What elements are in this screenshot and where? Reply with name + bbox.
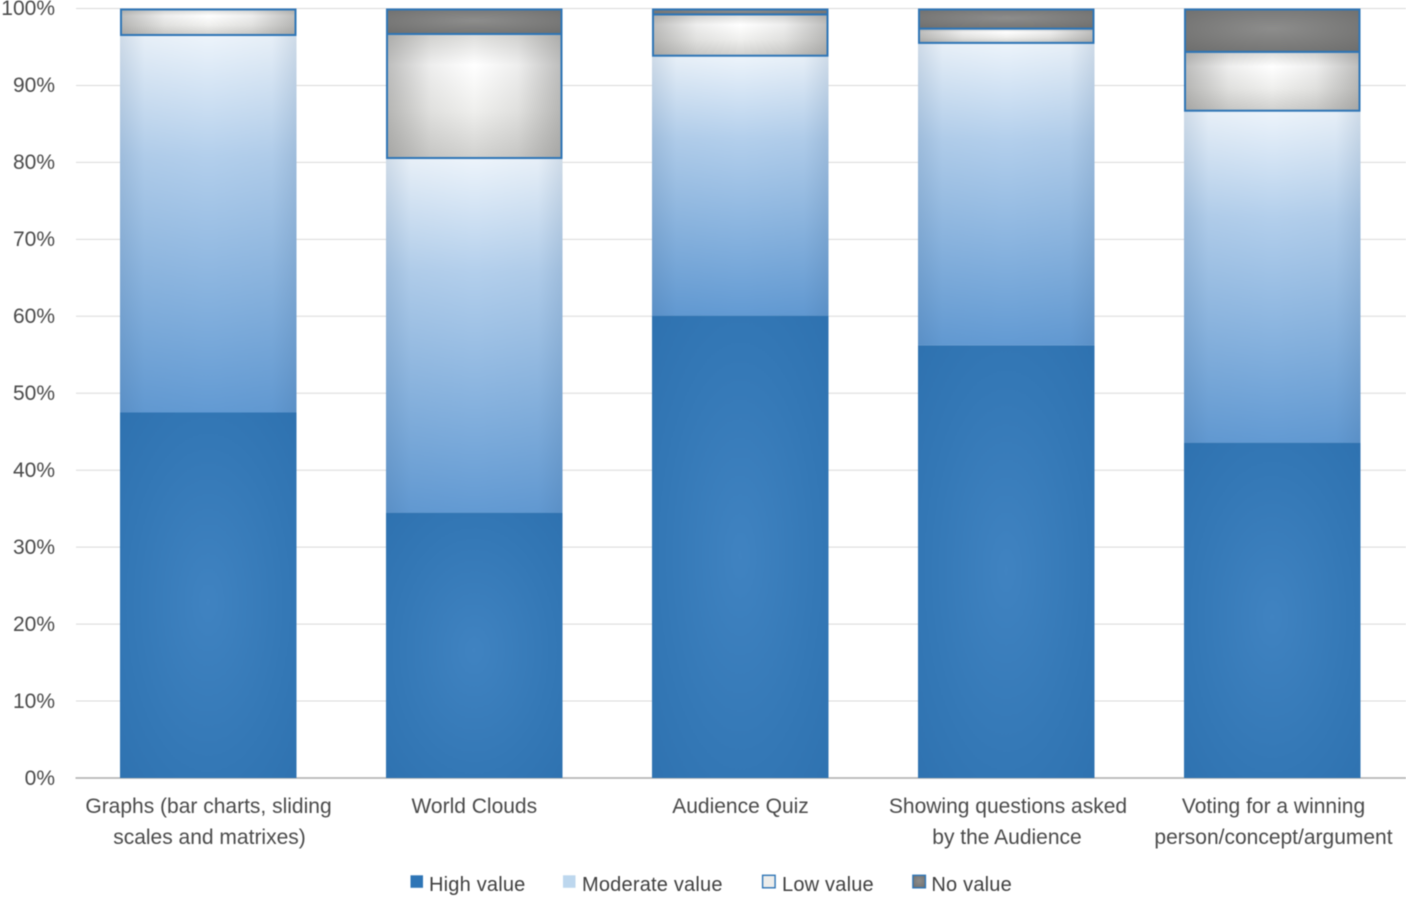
svg-text:50%: 50% [13,382,55,405]
svg-text:High value: High value [429,874,526,896]
svg-text:World Clouds: World Clouds [411,795,537,818]
svg-text:20%: 20% [13,613,55,636]
svg-text:by the Audience: by the Audience [932,826,1081,849]
svg-text:0%: 0% [25,767,55,790]
svg-text:Low value: Low value [782,874,874,896]
svg-text:scales and matrixes): scales and matrixes) [113,826,306,849]
svg-text:30%: 30% [13,536,55,559]
svg-text:60%: 60% [13,305,55,328]
svg-text:100%: 100% [1,0,55,20]
svg-text:10%: 10% [13,690,55,713]
svg-text:person/concept/argument: person/concept/argument [1154,826,1392,849]
svg-text:Showing questions asked: Showing questions asked [889,795,1127,818]
svg-text:Graphs (bar charts, sliding: Graphs (bar charts, sliding [85,795,331,818]
svg-text:70%: 70% [13,228,55,251]
svg-text:Audience Quiz: Audience Quiz [672,795,809,818]
svg-text:90%: 90% [13,74,55,97]
svg-text:80%: 80% [13,151,55,174]
svg-text:Voting for a winning: Voting for a winning [1182,795,1365,818]
svg-text:No value: No value [931,874,1012,896]
svg-text:40%: 40% [13,459,55,482]
svg-text:Moderate value: Moderate value [582,874,723,896]
